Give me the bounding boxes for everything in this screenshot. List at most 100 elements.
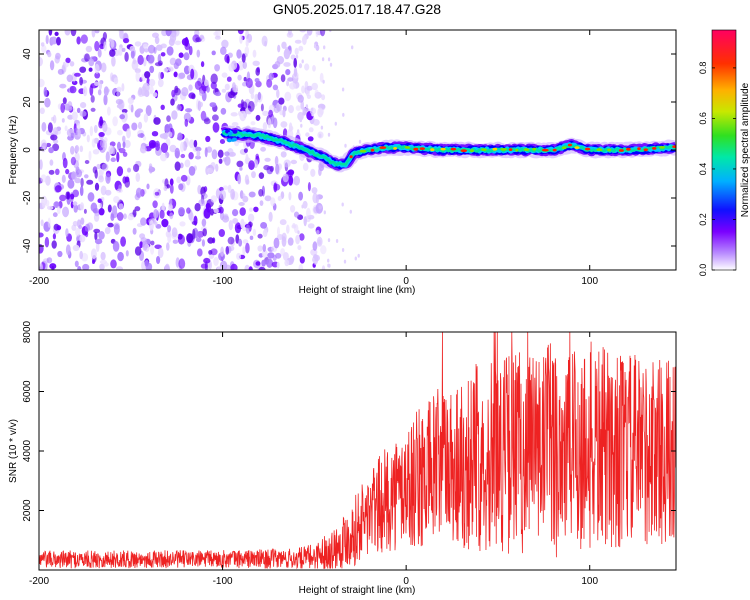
noise-speck [168, 203, 173, 212]
ridge-peak [232, 129, 238, 134]
noise-speck [239, 110, 247, 122]
ridge-peak [515, 148, 519, 152]
noise-speck [117, 251, 124, 262]
noise-speck [299, 30, 307, 33]
noise-speck [272, 254, 277, 261]
noise-speck [80, 217, 85, 225]
noise-speck [91, 30, 96, 38]
noise-speck [318, 167, 322, 177]
noise-speck [55, 52, 61, 60]
noise-speck [98, 175, 104, 183]
noise-speck [121, 47, 126, 53]
noise-speck [94, 238, 103, 245]
noise-speck [149, 65, 155, 74]
noise-speck [148, 165, 153, 174]
noise-speck [245, 38, 249, 47]
noise-speck [48, 169, 55, 175]
noise-speck [203, 118, 211, 125]
noise-speck [321, 94, 326, 101]
noise-speck [210, 208, 214, 216]
noise-speck [218, 206, 224, 214]
colorbar-label: Normalized spectral amplitude [740, 82, 750, 217]
noise-speck [65, 244, 71, 256]
noise-speck [281, 236, 287, 247]
noise-speck [327, 132, 331, 137]
noise-speck [225, 264, 231, 270]
noise-speck [116, 103, 124, 109]
noise-speck [112, 241, 120, 252]
noise-speck [252, 228, 257, 236]
noise-speck [255, 153, 259, 160]
noise-speck [65, 168, 70, 175]
noise-speck [351, 45, 354, 50]
noise-speck [280, 121, 288, 128]
noise-speck [40, 174, 47, 183]
colorbar: 0.0 0.2 0.4 0.6 0.8 Normalized spectral ampl… [698, 29, 750, 276]
noise-speck [320, 245, 327, 255]
noise-speck [188, 45, 193, 56]
ridge-peak [567, 143, 573, 147]
noise-speck [122, 135, 126, 143]
noise-speck [205, 135, 211, 143]
noise-speck [196, 49, 201, 58]
noise-speck [188, 152, 194, 160]
noise-speck [103, 94, 108, 106]
noise-speck [98, 132, 105, 137]
noise-speck [298, 191, 303, 201]
noise-speck [88, 67, 93, 72]
noise-speck [318, 205, 323, 210]
noise-speck [105, 173, 111, 184]
noise-speck [306, 207, 311, 219]
noise-speck [166, 242, 170, 251]
spectrogram-x-axis-label: Height of straight line (km) [299, 285, 416, 296]
noise-speck [237, 173, 242, 185]
noise-speck [98, 208, 105, 216]
noise-speck [302, 35, 307, 46]
noise-speck [87, 192, 95, 202]
noise-speck [224, 83, 230, 91]
noise-speck [61, 174, 66, 183]
noise-speck [194, 80, 202, 90]
noise-speck [43, 86, 48, 97]
noise-speck [132, 227, 137, 235]
noise-speck [212, 114, 219, 121]
noise-speck [169, 212, 174, 220]
noise-speck [262, 122, 268, 131]
noise-speck [299, 256, 305, 264]
noise-speck [212, 122, 220, 133]
noise-speck [143, 113, 149, 123]
noise-speck [214, 64, 221, 72]
noise-speck [150, 240, 155, 246]
ridge-peak [607, 148, 612, 152]
noise-speck [277, 44, 281, 53]
noise-speck [48, 147, 54, 154]
noise-speck [98, 80, 103, 90]
noise-speck [105, 189, 112, 196]
noise-speck [84, 160, 90, 164]
noise-speck [205, 203, 210, 210]
noise-speck [208, 260, 212, 270]
noise-speck [136, 108, 144, 113]
y-tick-label: 0 [22, 147, 33, 153]
noise-speck [162, 132, 168, 140]
signal-ridge [217, 125, 676, 173]
x-tick-label: -200 [29, 576, 49, 587]
noise-speck [134, 206, 141, 212]
noise-speck [116, 151, 120, 163]
noise-speck [139, 241, 143, 249]
noise-speck [97, 48, 102, 58]
noise-speck [311, 112, 314, 117]
noise-speck [283, 48, 291, 60]
noise-speck [109, 49, 116, 57]
noise-speck [307, 182, 311, 192]
noise-speck [91, 138, 96, 148]
noise-speck [62, 97, 67, 105]
noise-speck [46, 257, 53, 264]
colorbar-frame [711, 29, 737, 271]
noise-speck [179, 221, 186, 227]
noise-speck [88, 58, 95, 67]
x-tick-label: 0 [403, 576, 409, 587]
noise-speck [117, 129, 123, 136]
noise-speck [276, 89, 280, 99]
